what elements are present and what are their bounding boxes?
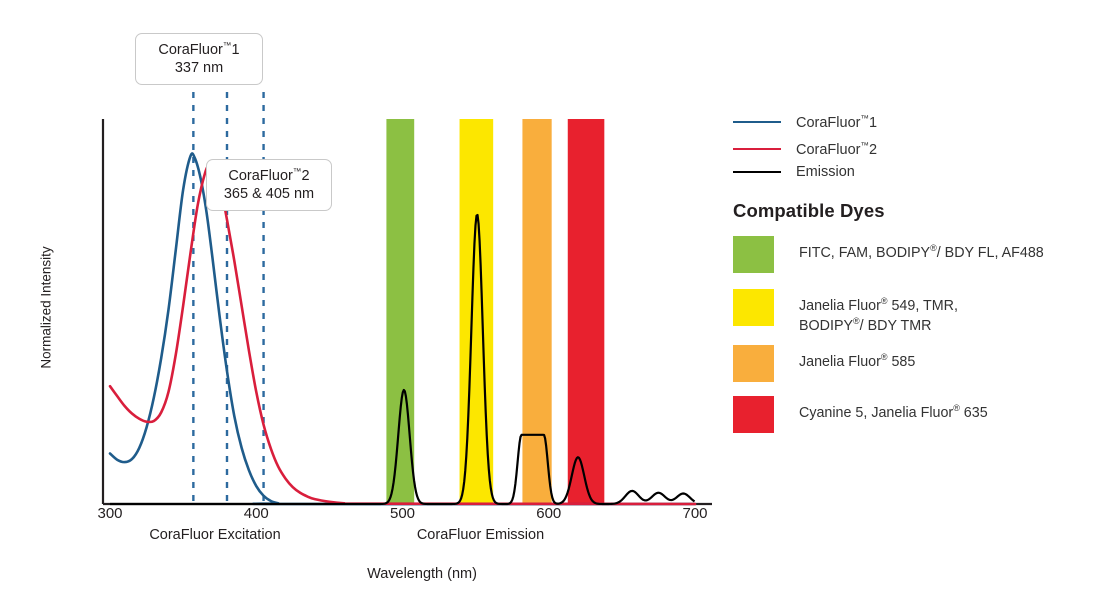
dye-label: Janelia Fluor® 585 bbox=[799, 352, 916, 370]
legend-line-swatch bbox=[733, 120, 781, 123]
legend-label: CoraFluor™1 bbox=[796, 113, 878, 131]
dye-color-swatch bbox=[733, 289, 774, 326]
registered-symbol: ® bbox=[930, 243, 937, 253]
legend-line-swatch bbox=[733, 171, 781, 173]
trademark-symbol: ™ bbox=[860, 113, 869, 123]
x-axis-title: Wavelength (nm) bbox=[367, 566, 477, 582]
annotation-cora1-value: 337 nm bbox=[174, 59, 224, 76]
dye-item-2: Janelia Fluor® 585 bbox=[733, 345, 915, 382]
x-tick-600: 600 bbox=[536, 505, 562, 522]
dye-label: FITC, FAM, BODIPY®/ BDY FL, AF488 bbox=[799, 243, 1044, 261]
compatible-dyes-title: Compatible Dyes bbox=[733, 200, 885, 221]
red-band bbox=[567, 119, 605, 504]
x-tick-500: 500 bbox=[389, 505, 416, 522]
trademark-symbol: ™ bbox=[222, 40, 232, 50]
y-axis-label: Normalized Intensity bbox=[38, 246, 54, 369]
trademark-symbol: ™ bbox=[292, 166, 302, 176]
annotation-cora2-name: CoraFluor bbox=[228, 167, 293, 184]
annotation-cora2-num: 2 bbox=[301, 167, 310, 184]
legend-item-corafluor1: CoraFluor™1 bbox=[733, 113, 877, 131]
dye-label: Janelia Fluor® 549, TMR, BODIPY®/ BDY TMR bbox=[799, 296, 958, 334]
dye-color-swatch bbox=[733, 236, 774, 273]
spectral-curves bbox=[108, 152, 697, 506]
x-tick-700: 700 bbox=[682, 505, 708, 522]
annotation-cora1-name: CoraFluor bbox=[158, 41, 223, 58]
x-tick-400: 400 bbox=[243, 505, 269, 522]
x-tick-300: 300 bbox=[97, 505, 123, 522]
registered-symbol: ® bbox=[853, 315, 860, 326]
dye-item-1: Janelia Fluor® 549, TMR, BODIPY®/ BDY TMR bbox=[733, 289, 958, 336]
curve-emission bbox=[109, 213, 696, 506]
dye-item-3: Cyanine 5, Janelia Fluor® 635 bbox=[733, 396, 988, 433]
dye-bands-group bbox=[386, 119, 605, 504]
registered-symbol: ® bbox=[953, 403, 960, 413]
legend-label: Emission bbox=[796, 164, 855, 180]
annotation-cora1: CoraFluor™1 337 nm bbox=[135, 33, 263, 86]
excitation-marker-lines bbox=[192, 92, 265, 504]
dye-color-swatch bbox=[733, 396, 774, 433]
legend-item-corafluor2: CoraFluor™2 bbox=[733, 140, 877, 158]
legend-label: CoraFluor™2 bbox=[796, 140, 878, 158]
x-axis-sublabel-emission: CoraFluor Emission bbox=[416, 527, 545, 543]
spectra-chart: CoraFluor™1 337 nm CoraFluor™2 365 & 405… bbox=[38, 33, 712, 582]
dye-color-swatch bbox=[733, 345, 774, 382]
registered-symbol: ® bbox=[880, 352, 888, 362]
annotation-cora2: CoraFluor™2 365 & 405 nm bbox=[206, 159, 332, 212]
dye-label: Cyanine 5, Janelia Fluor® 635 bbox=[799, 403, 988, 421]
legend-panel: CoraFluor™1 CoraFluor™2 Emission Compatibl… bbox=[729, 0, 1110, 612]
trademark-symbol: ™ bbox=[860, 140, 869, 150]
dye-item-0: FITC, FAM, BODIPY®/ BDY FL, AF488 bbox=[733, 236, 1044, 273]
legend-line-swatch bbox=[733, 147, 781, 150]
curve-excitation-d91e3c bbox=[108, 164, 697, 506]
registered-symbol: ® bbox=[880, 296, 888, 306]
annotation-cora1-num: 1 bbox=[231, 41, 240, 58]
annotation-cora2-value: 365 & 405 nm bbox=[223, 185, 315, 202]
curve-excitation-1f5c8b bbox=[108, 152, 697, 506]
x-axis-sublabel-excitation: CoraFluor Excitation bbox=[149, 527, 281, 543]
orange-band bbox=[522, 119, 552, 504]
legend-item-emission: Emission bbox=[733, 164, 855, 180]
